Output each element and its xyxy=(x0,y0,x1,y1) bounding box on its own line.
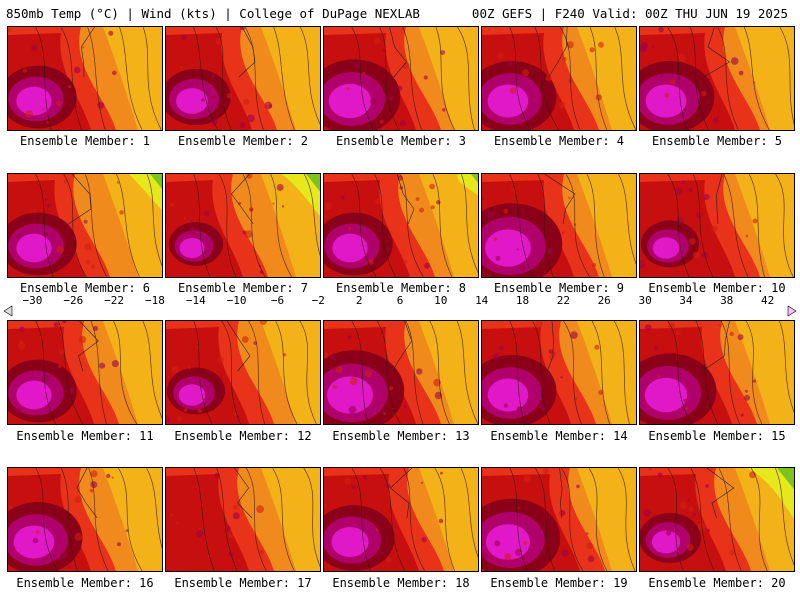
ensemble-member-caption: Ensemble Member: 15 xyxy=(648,429,786,443)
ensemble-member-caption: Ensemble Member: 2 xyxy=(177,134,309,148)
ensemble-member-map xyxy=(323,320,479,425)
ensemble-member-caption: Ensemble Member: 6 xyxy=(19,281,151,295)
ensemble-member-map xyxy=(481,467,637,572)
ensemble-member-map xyxy=(165,173,321,278)
temperature-field xyxy=(640,174,794,277)
temperature-field xyxy=(166,27,320,130)
ensemble-member-caption: Ensemble Member: 18 xyxy=(332,576,470,590)
ensemble-member-map xyxy=(7,26,163,131)
ensemble-member-caption: Ensemble Member: 12 xyxy=(174,429,312,443)
ensemble-member-map xyxy=(481,26,637,131)
colorbar-tick-label: −2 xyxy=(312,296,325,307)
ensemble-member-caption: Ensemble Member: 11 xyxy=(16,429,154,443)
ensemble-member-caption: Ensemble Member: 16 xyxy=(16,576,154,590)
colorbar-tick-label: 42 xyxy=(761,296,774,307)
colorbar-tick-label: 26 xyxy=(598,296,611,307)
colorbar-right-arrow xyxy=(787,305,797,317)
colorbar-left-arrow xyxy=(3,305,13,317)
temperature-field xyxy=(166,174,320,277)
colorbar-tick-label: −26 xyxy=(63,296,83,307)
ensemble-member-caption: Ensemble Member: 20 xyxy=(648,576,786,590)
colorbar-tick-label: −30 xyxy=(22,296,42,307)
colorbar-tick-label: 6 xyxy=(397,296,404,307)
ensemble-member-map xyxy=(323,26,479,131)
temperature-field xyxy=(166,468,320,571)
ensemble-member-caption: Ensemble Member: 19 xyxy=(490,576,628,590)
colorbar-tick-label: −14 xyxy=(186,296,206,307)
ensemble-member-map xyxy=(323,467,479,572)
temperature-field xyxy=(482,27,636,130)
ensemble-member-caption: Ensemble Member: 7 xyxy=(177,281,309,295)
temperature-field xyxy=(482,468,636,571)
ensemble-member-map xyxy=(481,320,637,425)
ensemble-member-caption: Ensemble Member: 17 xyxy=(174,576,312,590)
colorbar-tick-label: 2 xyxy=(356,296,363,307)
temperature-field xyxy=(166,321,320,424)
ensemble-member-map xyxy=(481,173,637,278)
ensemble-member-map xyxy=(7,173,163,278)
ensemble-member-caption: Ensemble Member: 8 xyxy=(335,281,467,295)
ensemble-member-caption: Ensemble Member: 14 xyxy=(490,429,628,443)
temperature-field xyxy=(640,468,794,571)
ensemble-member-map xyxy=(165,26,321,131)
ensemble-member-caption: Ensemble Member: 4 xyxy=(493,134,625,148)
temperature-field xyxy=(8,468,162,571)
colorbar-tick-label: −6 xyxy=(271,296,284,307)
temperature-field xyxy=(8,27,162,130)
temperature-field xyxy=(324,27,478,130)
ensemble-member-map xyxy=(7,467,163,572)
colorbar-tick-label: 34 xyxy=(679,296,693,307)
temperature-field xyxy=(8,321,162,424)
colorbar-tick-label: 22 xyxy=(557,296,570,307)
temperature-field xyxy=(640,27,794,130)
ensemble-member-caption: Ensemble Member: 3 xyxy=(335,134,467,148)
temperature-field xyxy=(324,174,478,277)
ensemble-member-map xyxy=(639,26,795,131)
colorbar-tick-label: −18 xyxy=(145,296,165,307)
map-header-valid-time: 00Z GEFS | F240 Valid: 00Z THU JUN 19 20… xyxy=(471,6,788,21)
temperature-field xyxy=(482,174,636,277)
ensemble-member-caption: Ensemble Member: 5 xyxy=(651,134,783,148)
map-header-title: 850mb Temp (°C) | Wind (kts) | College o… xyxy=(6,6,420,21)
ensemble-member-map xyxy=(165,320,321,425)
colorbar-tick-label: −22 xyxy=(104,296,124,307)
temperature-field xyxy=(8,174,162,277)
colorbar-tick-label: 10 xyxy=(434,296,447,307)
colorbar-tick-label: 18 xyxy=(516,296,529,307)
ensemble-member-map xyxy=(639,467,795,572)
colorbar-tick-label: 14 xyxy=(475,296,489,307)
colorbar-tick-label: 30 xyxy=(638,296,651,307)
temperature-field xyxy=(324,468,478,571)
temperature-field xyxy=(482,321,636,424)
ensemble-member-map xyxy=(323,173,479,278)
colorbar-tick-label: −10 xyxy=(227,296,247,307)
temperature-colorbar: −30 −26 −22 −18 −14 −10 −6 −2 2 6 10 14 18 22 26 30 34 38… xyxy=(3,296,797,317)
ensemble-member-map xyxy=(639,320,795,425)
ensemble-member-caption: Ensemble Member: 13 xyxy=(332,429,470,443)
ensemble-member-caption: Ensemble Member: 9 xyxy=(493,281,625,295)
ensemble-member-map xyxy=(165,467,321,572)
ensemble-member-map xyxy=(639,173,795,278)
temperature-field xyxy=(640,321,794,424)
ensemble-member-caption: Ensemble Member: 10 xyxy=(648,281,786,295)
temperature-field xyxy=(324,321,478,424)
ensemble-member-caption: Ensemble Member: 1 xyxy=(19,134,151,148)
ensemble-member-map xyxy=(7,320,163,425)
colorbar-tick-label: 38 xyxy=(720,296,733,307)
